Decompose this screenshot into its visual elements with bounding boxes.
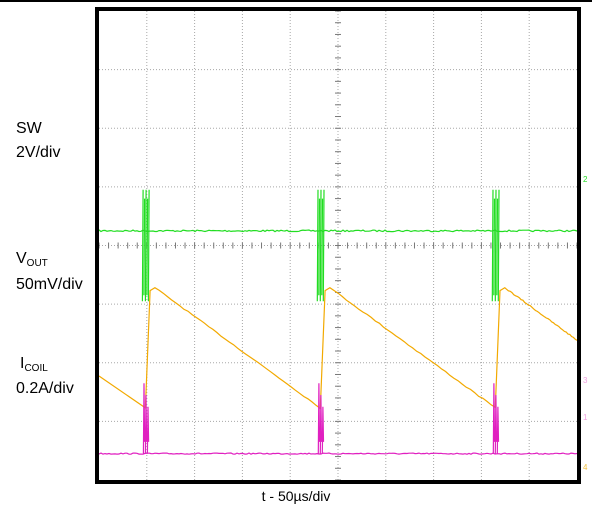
vout-scale: 50mV/div: [16, 276, 83, 293]
channel-marker: 3: [583, 376, 588, 385]
sw-pulse: [141, 189, 150, 302]
vout-trace: [98, 286, 578, 410]
sw-label: SW: [16, 120, 42, 137]
sw-scale: 2V/div: [16, 144, 61, 161]
icoil-pulse: [492, 383, 500, 454]
icoil-label: ICOIL: [20, 355, 48, 374]
channel-marker: 1: [583, 413, 588, 422]
vout-label: VOUT: [16, 250, 48, 269]
x-axis-label: t - 50µs/div: [261, 488, 331, 504]
icoil-pulse: [142, 383, 150, 454]
sw-pulse: [491, 189, 500, 302]
icoil-trace: [98, 452, 578, 455]
channel-marker: 4: [583, 463, 588, 472]
top-rule: [0, 0, 592, 2]
plot-frame: [95, 7, 581, 484]
icoil-pulse: [317, 383, 325, 454]
traces: [98, 189, 578, 455]
channel-marker: 2: [583, 175, 588, 184]
channel-markers: 2 3 1 4: [583, 175, 588, 472]
grid: [98, 10, 578, 481]
icoil-scale: 0.2A/div: [16, 380, 74, 397]
sw-pulse: [316, 189, 325, 302]
